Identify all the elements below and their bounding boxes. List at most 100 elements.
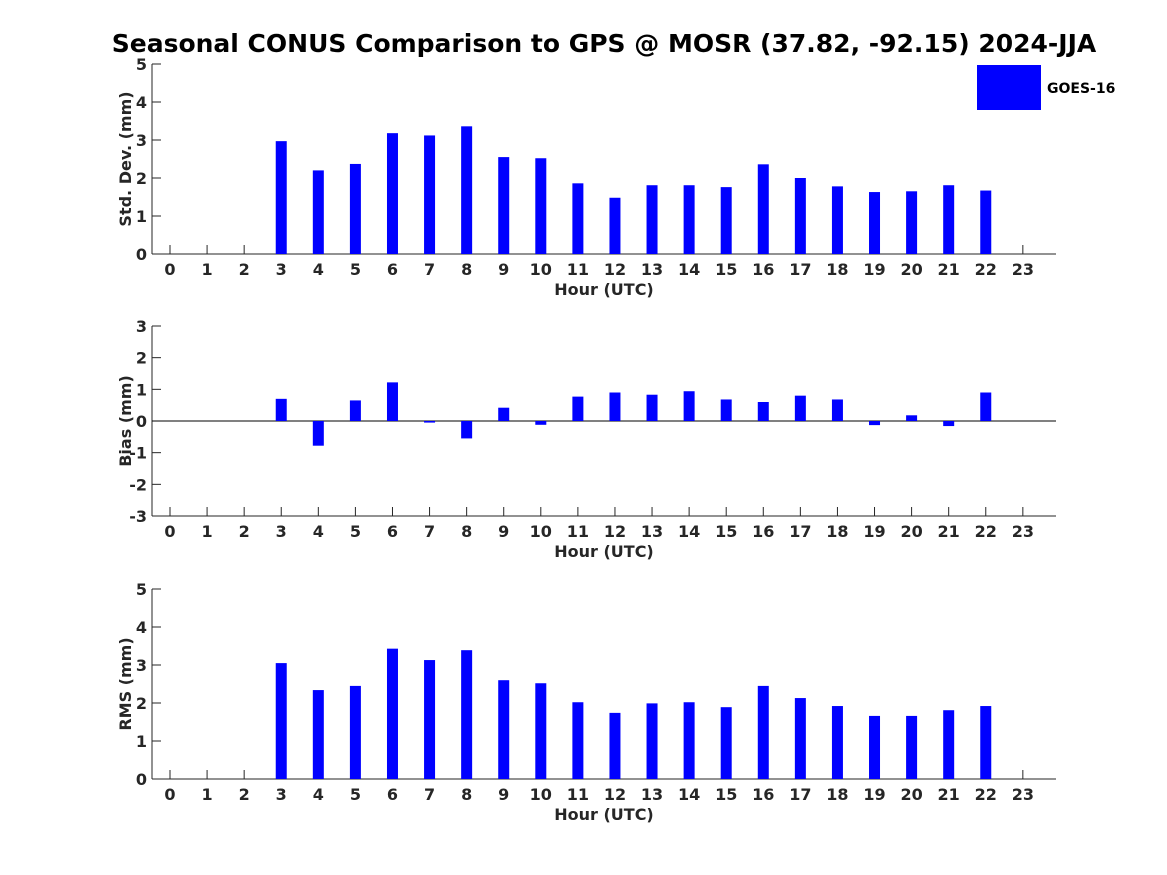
x-tick-label: 2 [239,785,250,804]
x-tick-label: 6 [387,260,398,279]
bar [572,183,584,254]
bar [424,135,436,254]
bar [757,402,769,421]
x-tick-label: 3 [276,260,287,279]
x-tick-label: 15 [715,260,737,279]
x-tick-label: 17 [789,522,811,541]
bar [943,710,955,779]
y-tick-label: -3 [129,507,147,526]
bar [461,421,473,439]
y-axis-label: RMS (mm) [116,637,135,730]
x-tick-label: 14 [678,260,700,279]
bar [943,185,955,254]
x-tick-label: 16 [752,260,774,279]
x-tick-label: 23 [1012,522,1034,541]
bar [683,185,695,254]
x-tick-label: 14 [678,785,700,804]
y-tick-label: -1 [129,444,147,463]
y-tick-label: 0 [136,412,147,431]
x-tick-label: 10 [530,785,552,804]
y-tick-label: 4 [136,618,147,637]
y-tick-label: 2 [136,169,147,188]
x-tick-label: 19 [863,522,885,541]
bar [349,163,361,254]
x-tick-label: 3 [276,785,287,804]
bar [646,703,658,779]
bar [424,660,436,779]
bar [275,663,287,779]
bar [386,133,398,254]
x-tick-label: 4 [313,522,324,541]
x-tick-label: 5 [350,260,361,279]
x-tick-label: 2 [239,522,250,541]
x-tick-label: 0 [164,522,175,541]
x-tick-label: 7 [424,260,435,279]
bar [794,698,806,779]
x-tick-label: 19 [863,785,885,804]
x-tick-label: 23 [1012,785,1034,804]
bar [386,382,398,421]
x-tick-label: 0 [164,785,175,804]
x-tick-label: 2 [239,260,250,279]
bar [794,395,806,421]
y-axis-label: Std. Dev. (mm) [116,91,135,226]
x-axis-label: Hour (UTC) [554,805,654,824]
legend-label: GOES-16 [1047,81,1115,97]
bar [609,392,621,421]
bar [980,706,992,779]
bar [609,712,621,779]
x-tick-label: 10 [530,522,552,541]
x-tick-label: 16 [752,522,774,541]
x-tick-label: 22 [975,522,997,541]
x-tick-label: 9 [498,522,509,541]
bar [572,396,584,421]
y-tick-label: 0 [136,770,147,789]
bar [720,399,732,421]
x-tick-label: 7 [424,522,435,541]
bar [906,191,918,254]
x-tick-label: 10 [530,260,552,279]
x-tick-label: 21 [938,522,960,541]
bar [943,421,955,427]
bar [757,685,769,779]
bar [498,680,510,779]
x-tick-label: 4 [313,260,324,279]
figure-title: Seasonal CONUS Comparison to GPS @ MOSR … [112,29,1097,58]
bar [275,398,287,421]
x-tick-label: 1 [202,785,213,804]
x-tick-label: 1 [202,260,213,279]
y-tick-label: 3 [136,317,147,336]
bar [683,391,695,421]
x-tick-label: 13 [641,522,663,541]
x-axis-label: Hour (UTC) [554,280,654,299]
bar [683,702,695,779]
legend: GOES-16 [977,65,1115,110]
y-tick-label: 3 [136,131,147,150]
x-tick-label: 20 [900,785,922,804]
bar [461,126,473,254]
y-tick-label: 5 [136,55,147,74]
y-tick-label: 1 [136,207,147,226]
x-tick-label: 13 [641,260,663,279]
x-tick-label: 15 [715,785,737,804]
bar [720,707,732,779]
bar [831,186,843,254]
x-tick-label: 18 [826,260,848,279]
bar [275,141,287,254]
x-tick-label: 0 [164,260,175,279]
bar [535,683,547,779]
y-tick-label: 3 [136,656,147,675]
x-tick-label: 17 [789,260,811,279]
y-tick-label: 0 [136,245,147,264]
x-tick-label: 6 [387,785,398,804]
y-tick-label: 5 [136,580,147,599]
bar [646,394,658,421]
x-tick-label: 21 [938,260,960,279]
bar [906,415,918,421]
bar [312,421,324,446]
bar [906,715,918,779]
x-tick-label: 5 [350,785,361,804]
y-axis-label: Bias (mm) [116,375,135,467]
